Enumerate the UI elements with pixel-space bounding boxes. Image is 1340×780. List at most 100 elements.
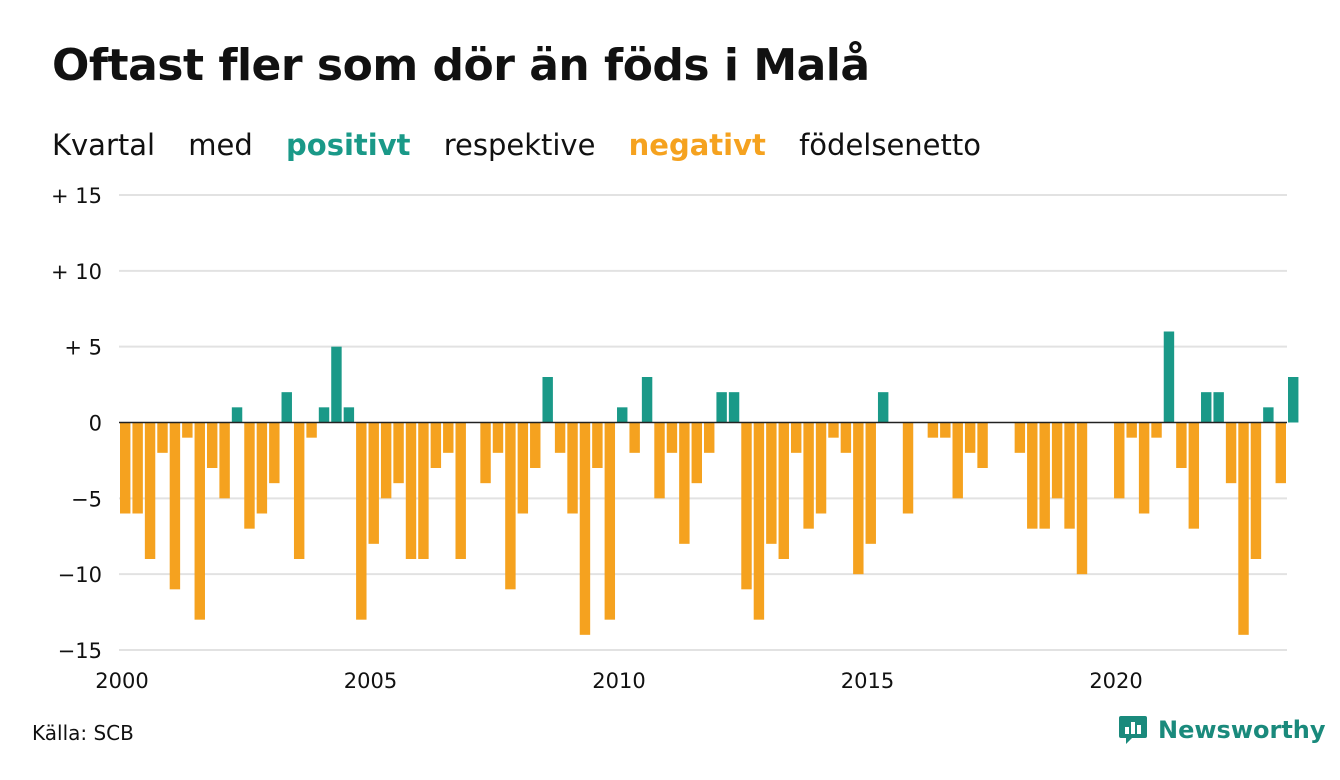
bar-2021Q4 [1201,392,1212,423]
bar-2023Q2 [1275,422,1286,484]
bar-2006Q4 [455,422,466,559]
bar-2020Q4 [1151,422,1162,438]
subtitle-word-fodelsenetto: födelsenetto [799,128,981,162]
bar-2012Q3 [741,422,752,590]
x-tick-label: 2020 [1089,669,1142,693]
bar-2006Q3 [443,422,454,453]
bar-undefined [1288,377,1299,423]
bar-2017Q2 [977,422,988,468]
bar-2021Q3 [1188,422,1200,529]
bar-2010Q4 [654,422,665,499]
bar-2014Q3 [840,422,852,453]
bar-2022Q3 [1238,422,1249,635]
bar-2012Q1 [716,392,727,423]
bar-2019Q1 [1064,422,1075,529]
bar-2009Q4 [604,422,616,620]
bar-2000Q3 [144,422,156,559]
bar-2005Q2 [380,422,392,499]
bar-2005Q4 [405,422,417,559]
bar-2003Q2 [281,392,292,423]
bar-2003Q1 [269,422,280,484]
bar-2004Q1 [318,407,330,423]
bar-chart: + 15 + 10 + 5 0 −5 −10 −15 2000 2005 2010 2015 2020 [51,184,1299,693]
bar-2004Q3 [343,407,355,423]
bar-2022Q1 [1213,392,1224,423]
bar-2015Q1 [865,422,876,544]
bar-2011Q4 [704,422,715,453]
subtitle-negative-label: negativt [628,128,766,162]
bar-2000Q4 [157,422,168,453]
bar-2007Q4 [505,422,516,590]
subtitle-word-kvartal: Kvartal [52,128,156,162]
y-tick-label: + 5 [64,336,102,360]
bar-2003Q3 [293,422,305,559]
x-tick-label: 2015 [841,669,894,693]
bar-2018Q2 [1027,422,1038,529]
brand-logo: Newsworthy [1118,714,1326,746]
bar-2012Q4 [753,422,765,620]
bar-2010Q1 [617,407,628,423]
chart-subtitle: Kvartal med positivt respektive negativt… [52,128,1005,162]
bar-2011Q1 [666,422,678,453]
bar-2013Q1 [766,422,777,544]
bar-2005Q1 [368,422,379,544]
bar-2001Q4 [206,422,218,468]
bar-2011Q2 [679,422,690,544]
bar-2018Q4 [1051,422,1063,499]
bar-2019Q2 [1076,422,1088,575]
bar-2010Q2 [629,422,640,453]
bar-2001Q3 [194,422,205,620]
bar-2008Q3 [542,377,553,423]
subtitle-word-respektive: respektive [443,128,596,162]
bar-2021Q1 [1163,331,1175,423]
bar-2005Q3 [393,422,404,484]
bar-2009Q3 [592,422,603,468]
bar-2021Q2 [1176,422,1187,468]
bar-2015Q2 [877,392,889,423]
bar-2014Q2 [828,422,839,438]
bar-2018Q3 [1039,422,1050,529]
bar-2008Q2 [530,422,541,468]
bar-chart-speech-bubble-icon [1119,716,1147,744]
bar-2002Q2 [231,407,243,423]
bar-2008Q4 [554,422,566,453]
bar-2004Q4 [356,422,367,620]
tick-labels: + 15 + 10 + 5 0 −5 −10 −15 2000 2005 2010 2015 2020 [51,184,1143,693]
bar-2014Q4 [853,422,864,575]
bar-2009Q1 [567,422,578,514]
subtitle-positive-label: positivt [286,128,411,162]
bar-2022Q4 [1250,422,1262,559]
bar-2007Q3 [492,422,504,453]
bar-2001Q1 [169,422,181,590]
bar-2017Q1 [964,422,976,453]
source-note: Källa: SCB [32,721,134,745]
bar-2013Q3 [790,422,802,453]
bars [120,331,1299,635]
bar-2002Q1 [219,422,230,499]
chart-title: Oftast fler som dör än föds i Malå [52,40,870,91]
bar-2002Q4 [256,422,268,514]
bar-2020Q2 [1126,422,1137,438]
bar-2008Q1 [517,422,529,514]
bar-2014Q1 [815,422,827,514]
subtitle-word-med: med [188,128,253,162]
bar-2016Q4 [952,422,963,499]
grid-lines [119,194,1287,651]
bar-2016Q3 [940,422,951,438]
x-tick-label: 2005 [344,669,397,693]
y-tick-label: + 10 [51,260,102,284]
y-tick-label: 0 [89,412,102,436]
x-tick-label: 2000 [95,669,148,693]
bar-2003Q4 [306,422,317,438]
y-tick-label: + 15 [51,184,102,208]
bar-2000Q1 [120,422,131,514]
y-tick-label: −5 [71,487,102,511]
y-tick-label: −15 [58,639,102,663]
bar-2018Q1 [1014,422,1026,453]
bar-2006Q1 [418,422,429,559]
bar-2015Q4 [902,422,914,514]
y-tick-label: −10 [58,563,102,587]
bar-2020Q3 [1138,422,1150,514]
bar-2006Q2 [430,422,442,468]
bar-2002Q3 [244,422,255,529]
